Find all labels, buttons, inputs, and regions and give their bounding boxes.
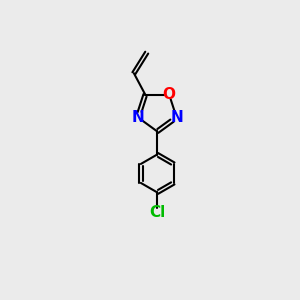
Text: O: O xyxy=(163,87,176,102)
Text: Cl: Cl xyxy=(149,205,165,220)
Text: N: N xyxy=(131,110,144,125)
Text: N: N xyxy=(170,110,183,125)
